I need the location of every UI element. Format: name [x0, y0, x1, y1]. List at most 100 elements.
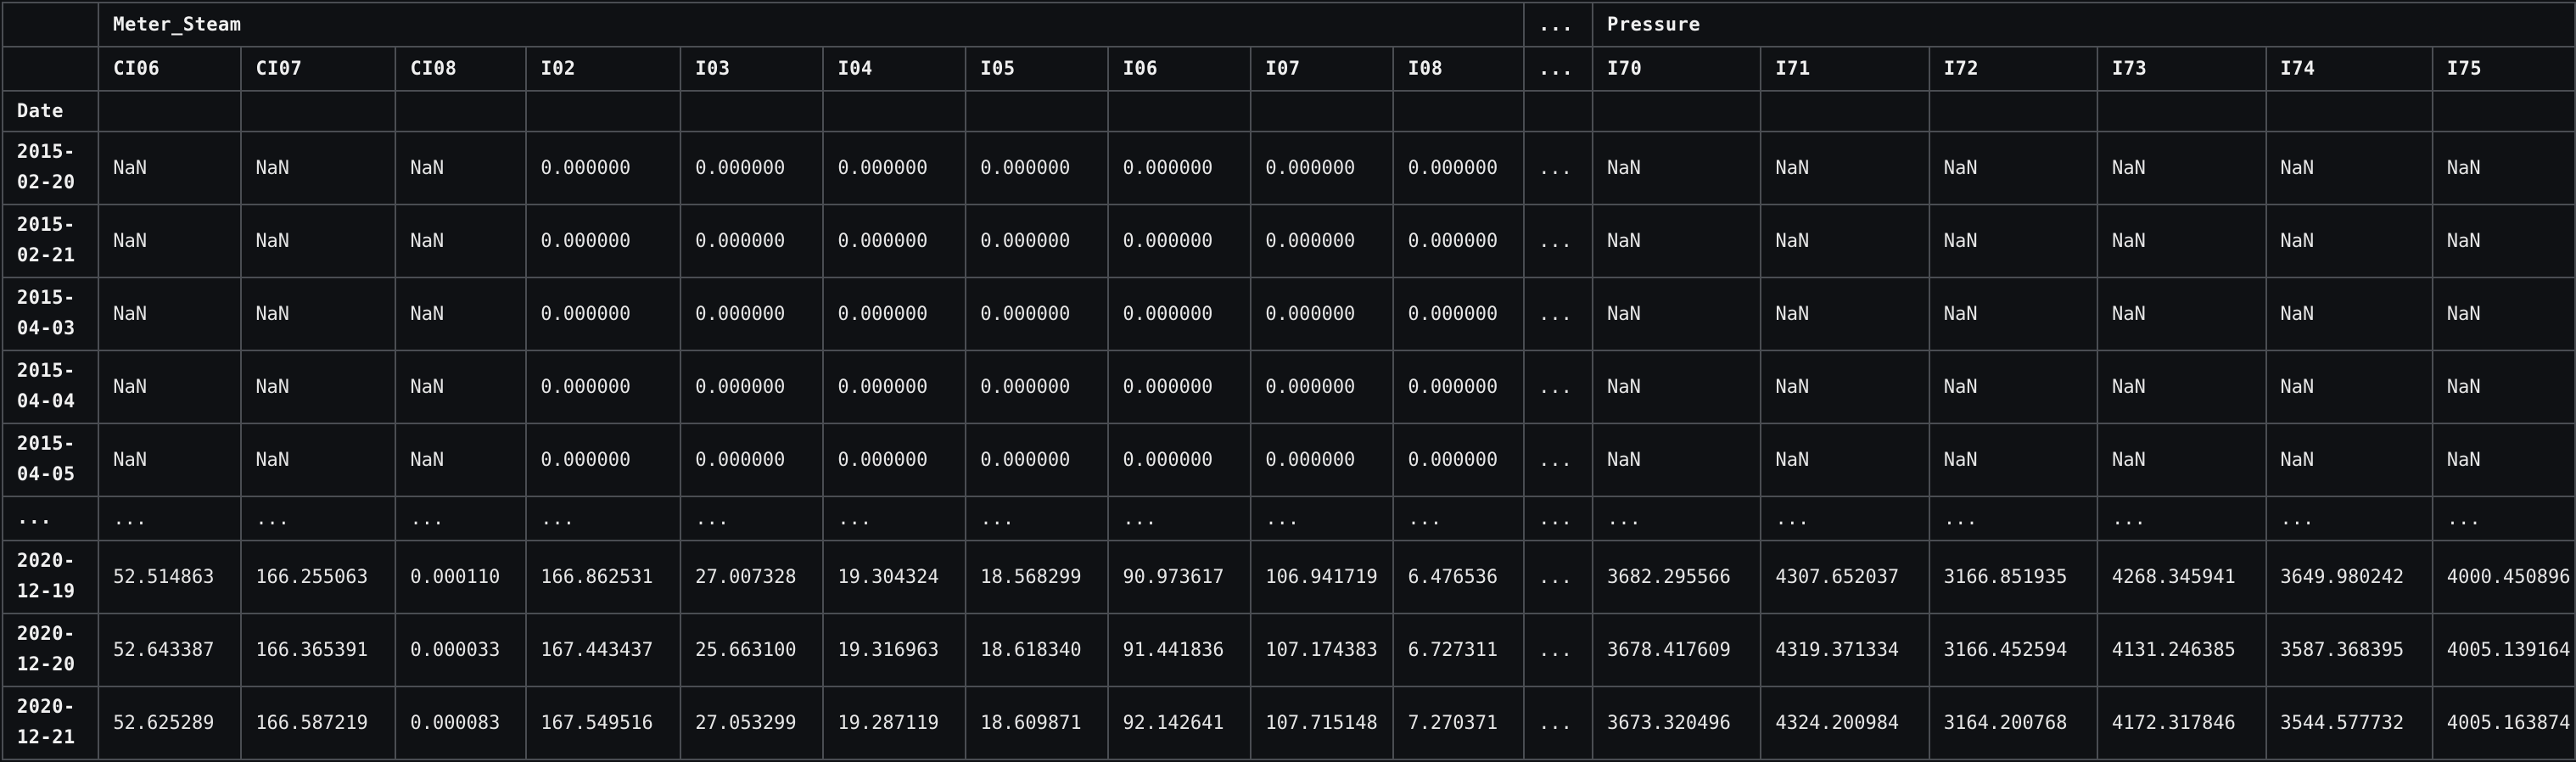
table-row: 2015-02-20 NaN NaN NaN 0.000000 0.000000 0.000… [1, 131, 2576, 205]
table-cell: NaN [240, 277, 397, 351]
table-cell: 0.000000 [1250, 131, 1395, 205]
index-name-header: Date [1, 90, 100, 132]
table-cell: 0.000110 [395, 540, 528, 614]
table-cell: 0.000000 [1107, 277, 1252, 351]
table-cell: 4324.200984 [1760, 686, 1930, 760]
table-row: 2015-02-21 NaN NaN NaN 0.000000 0.000000 0.000… [1, 204, 2576, 278]
table-cell: 92.142641 [1107, 686, 1252, 760]
table-cell: 0.000000 [525, 423, 682, 497]
ellipsis-cell: ... [1523, 496, 1594, 541]
table-cell: 3164.200768 [1928, 686, 2099, 760]
table-cell: 0.000000 [525, 204, 682, 278]
table-cell: 4319.371334 [1760, 613, 1930, 687]
ellipsis-cell: ... [240, 496, 397, 541]
table-cell: NaN [240, 423, 397, 497]
table-cell: NaN [2097, 131, 2267, 205]
row-index-date: 2015-02-21 [1, 204, 100, 278]
table-cell: NaN [395, 131, 528, 205]
table-cell: NaN [2431, 131, 2576, 205]
column-header: I02 [525, 46, 682, 92]
table-cell: NaN [1760, 423, 1930, 497]
table-cell: 7.270371 [1392, 686, 1526, 760]
table-cell: 0.000083 [395, 686, 528, 760]
table-row: 2015-04-05 NaN NaN NaN 0.000000 0.000000 0.000… [1, 423, 2576, 497]
row-index-date: 2020-12-20 [1, 613, 100, 687]
ellipsis-cell: ... [2097, 496, 2267, 541]
table-cell: 0.000000 [965, 204, 1110, 278]
table-cell: 0.000000 [1107, 423, 1252, 497]
table-cell: 52.625289 [98, 686, 243, 760]
table-cell: 0.000000 [1250, 277, 1395, 351]
table-cell: 0.000000 [965, 131, 1110, 205]
table-cell: 4005.139164 [2431, 613, 2576, 687]
ellipsis-row: ........................................… [1, 496, 2576, 541]
table-cell: 107.715148 [1250, 686, 1395, 760]
table-cell: 18.609871 [965, 686, 1110, 760]
ellipsis-cell: ... [525, 496, 682, 541]
table-cell: NaN [2431, 350, 2576, 424]
table-cell: NaN [1592, 277, 1762, 351]
column-header: I73 [2097, 46, 2267, 92]
table-cell: 27.007328 [680, 540, 825, 614]
table-cell: 19.287119 [822, 686, 967, 760]
table-cell: 0.000000 [822, 131, 967, 205]
table-cell: 0.000000 [822, 423, 967, 497]
table-cell: 0.000000 [1107, 131, 1252, 205]
row-index-ellipsis: ... [1, 496, 100, 541]
column-header: I03 [680, 46, 825, 92]
group-header-meter-steam: Meter_Steam [98, 2, 1526, 48]
table-cell: NaN [240, 131, 397, 205]
table-cell: 166.587219 [240, 686, 397, 760]
table-cell: 52.643387 [98, 613, 243, 687]
table-cell: NaN [395, 423, 528, 497]
ellipsis-cell: ... [1523, 423, 1594, 497]
table-cell: 4005.163874 [2431, 686, 2576, 760]
table-cell: 166.365391 [240, 613, 397, 687]
table-cell: NaN [1928, 131, 2099, 205]
table-row: 2015-04-03 NaN NaN NaN 0.000000 0.000000 0.000… [1, 277, 2576, 351]
table-header: Meter_Steam ... Pressure CI06 CI07 CI08 … [1, 2, 2576, 132]
table-cell: 3673.320496 [1592, 686, 1762, 760]
table-cell: 0.000000 [1392, 131, 1526, 205]
column-header: I71 [1760, 46, 1930, 92]
table-row: 2020-12-21 52.625289 166.587219 0.000083 167… [1, 686, 2576, 760]
ellipsis-cell: ... [965, 496, 1110, 541]
table-cell: 90.973617 [1107, 540, 1252, 614]
table-cell: 4307.652037 [1760, 540, 1930, 614]
column-header: I08 [1392, 46, 1526, 92]
ellipsis-cell: ... [1760, 496, 1930, 541]
table-cell: 19.304324 [822, 540, 967, 614]
table-cell: 3682.295566 [1592, 540, 1762, 614]
table-cell: NaN [2097, 350, 2267, 424]
column-header: I04 [822, 46, 967, 92]
table-cell: NaN [2097, 204, 2267, 278]
table-cell: 0.000000 [680, 277, 825, 351]
table-cell: 0.000000 [1392, 204, 1526, 278]
table-cell: 0.000000 [680, 131, 825, 205]
table-row: 2015-04-04 NaN NaN NaN 0.000000 0.000000 0.000… [1, 350, 2576, 424]
table-cell: 18.618340 [965, 613, 1110, 687]
ellipsis-cell: ... [1523, 131, 1594, 205]
ellipsis-cell: ... [1523, 613, 1594, 687]
header-group-row: Meter_Steam ... Pressure [1, 2, 2576, 48]
row-index-date: 2015-02-20 [1, 131, 100, 205]
table-cell: NaN [2431, 204, 2576, 278]
group-header-pressure: Pressure [1592, 2, 2576, 48]
ellipsis-cell: ... [1523, 540, 1594, 614]
row-index-date: 2015-04-04 [1, 350, 100, 424]
table-cell: 0.000000 [1107, 204, 1252, 278]
ellipsis-cell: ... [680, 496, 825, 541]
table-cell: 6.476536 [1392, 540, 1526, 614]
table-cell: 0.000000 [822, 277, 967, 351]
table-cell: NaN [2097, 277, 2267, 351]
table-cell: 106.941719 [1250, 540, 1395, 614]
ellipsis-cell: ... [1523, 686, 1594, 760]
ellipsis-cell: ... [1523, 277, 1594, 351]
table-cell: 3166.851935 [1928, 540, 2099, 614]
table-cell: 4268.345941 [2097, 540, 2267, 614]
row-index-date: 2020-12-19 [1, 540, 100, 614]
table-row: 2020-12-19 52.514863 166.255063 0.000110 166… [1, 540, 2576, 614]
table-cell: 0.000000 [680, 350, 825, 424]
ellipsis-cell: ... [1592, 496, 1762, 541]
table-cell: 167.549516 [525, 686, 682, 760]
